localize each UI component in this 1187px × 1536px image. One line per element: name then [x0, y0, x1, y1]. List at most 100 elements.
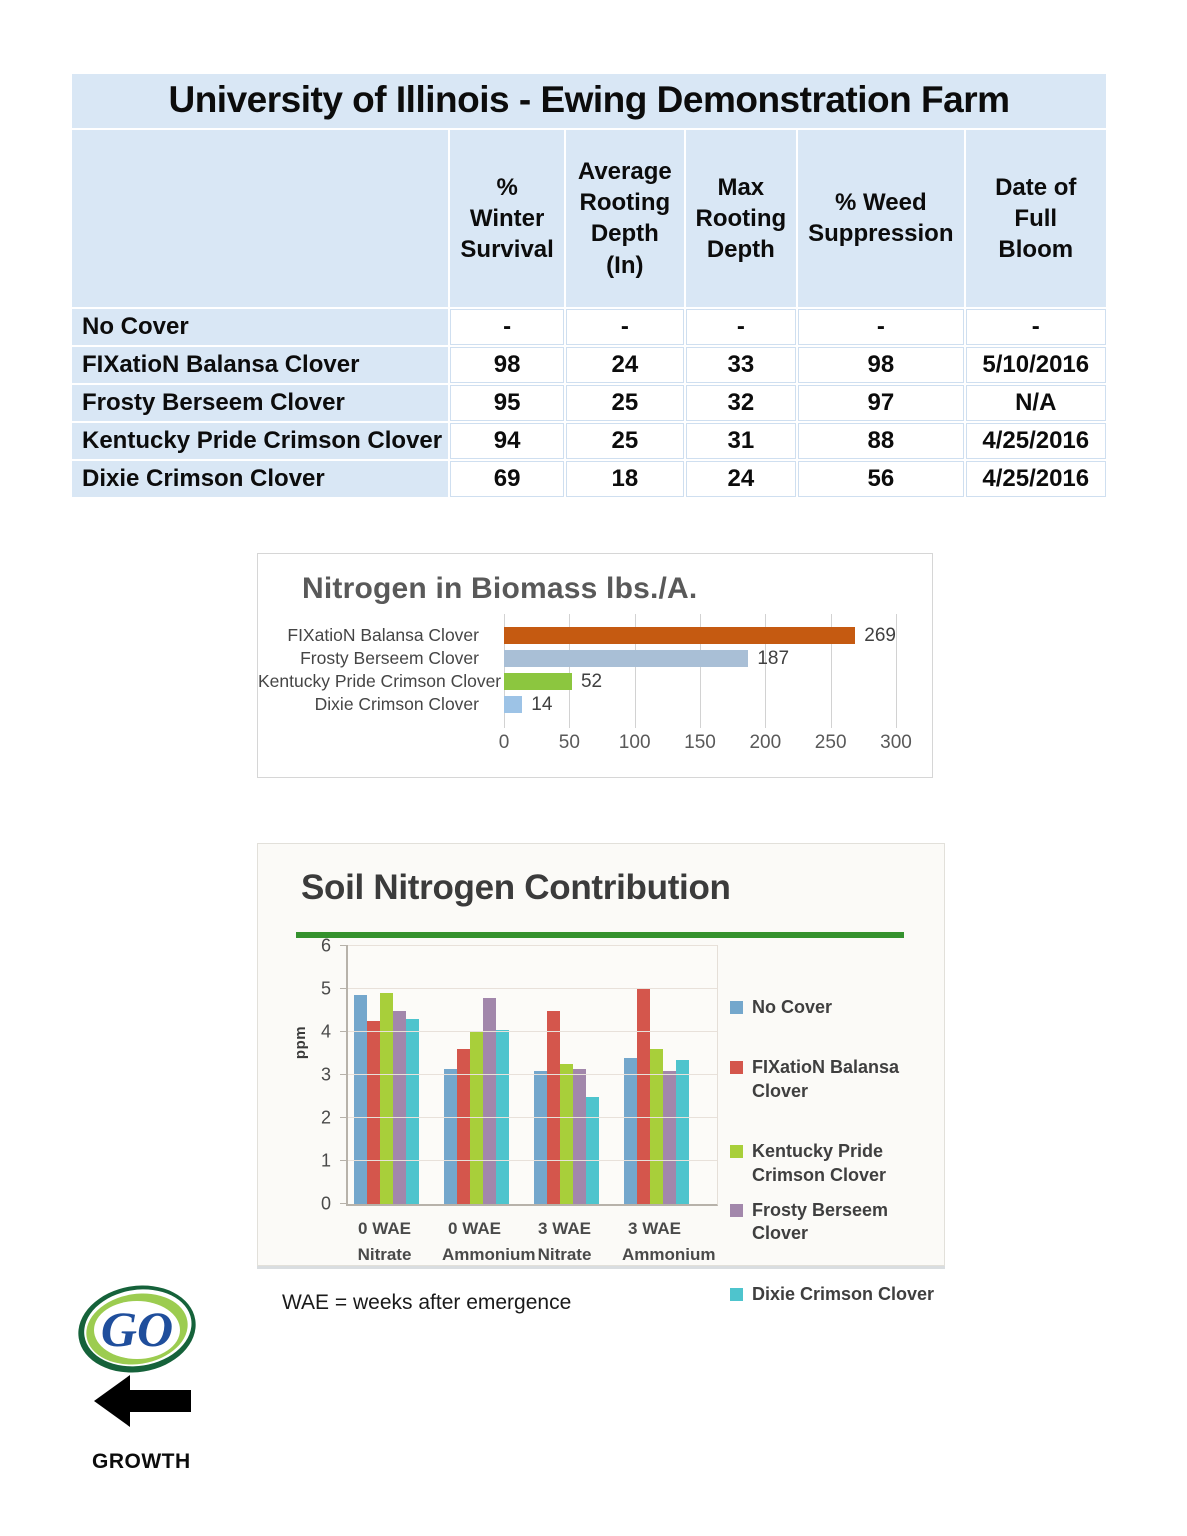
chart-x-axis: 0 50 100 150 200 250 300 — [499, 732, 912, 756]
x-category-label: 3 WAE Ammonium — [622, 1216, 716, 1269]
bar-groups — [348, 946, 717, 1204]
table-cell: 88 — [798, 422, 964, 459]
table-row: FIXatioN Balansa Clover 98 24 33 98 5/10/2016 — [72, 346, 1106, 383]
table-cell: 24 — [685, 460, 797, 497]
gridline — [348, 1160, 717, 1161]
gridline — [700, 614, 701, 728]
legend-swatch — [730, 1203, 743, 1217]
y-tick-mark — [340, 988, 348, 989]
bar — [354, 995, 367, 1204]
legend-item: Dixie Crimson Clover — [730, 1283, 942, 1306]
table-cell: 98 — [798, 346, 964, 383]
x-tick-label: 250 — [814, 732, 847, 753]
table-cell: 5/10/2016 — [965, 346, 1106, 383]
bar-value-label: 269 — [864, 624, 896, 646]
table-row: No Cover - - - - - — [72, 308, 1106, 345]
bar — [406, 1019, 419, 1204]
bar — [650, 1049, 663, 1204]
soil-nitrogen-chart: Soil Nitrogen Contribution ppm 0 1 2 3 4 5 6 0… — [257, 843, 945, 1304]
table-cell: - — [450, 308, 565, 345]
table-cell: N/A — [965, 384, 1106, 421]
table-row: Kentucky Pride Crimson Clover 94 25 31 88 4/2… — [72, 422, 1106, 459]
chart-category-labels: FIXatioN Balansa Clover Frosty Berseem Cl… — [258, 624, 502, 716]
results-table-section: University of Illinois - Ewing Demonstra… — [70, 72, 1108, 499]
bar — [534, 1070, 547, 1204]
bar — [504, 673, 572, 690]
bar-group — [354, 946, 419, 1204]
row-label: No Cover — [72, 308, 449, 345]
row-label: Dixie Crimson Clover — [72, 460, 449, 497]
legend-swatch — [730, 1061, 743, 1075]
nitrogen-biomass-chart: Nitrogen in Biomass lbs./A. FIXatioN Bal… — [257, 553, 933, 778]
table-row: Frosty Berseem Clover 95 25 32 97 N/A — [72, 384, 1106, 421]
table-cell: 24 — [566, 346, 684, 383]
table-cell: 56 — [798, 460, 964, 497]
bar — [586, 1096, 599, 1204]
table-cell: 32 — [685, 384, 797, 421]
bar — [547, 1010, 560, 1204]
column-header: % Winter Survival — [450, 130, 565, 307]
table-cell: - — [566, 308, 684, 345]
bar-value-label: 187 — [757, 647, 790, 669]
row-label: Kentucky Pride Crimson Clover — [72, 422, 449, 459]
legend-label: FIXatioN Balansa Clover — [752, 1057, 900, 1101]
chart-title: Nitrogen in Biomass lbs./A. — [302, 572, 698, 605]
bar — [504, 650, 749, 667]
y-tick-label: 0 — [320, 1193, 331, 1214]
y-tick-mark — [340, 945, 348, 946]
y-tick-label: 4 — [320, 1021, 331, 1042]
gridline — [348, 1074, 717, 1075]
x-tick-label: 0 — [498, 732, 510, 753]
table-row: Dixie Crimson Clover 69 18 24 56 4/25/2016 — [72, 460, 1106, 497]
x-label-line2: Ammonium — [442, 1245, 536, 1265]
y-axis-label: ppm — [292, 1025, 310, 1060]
y-tick-label: 2 — [320, 1107, 331, 1128]
bar — [560, 1064, 573, 1204]
y-tick-label: 3 — [320, 1064, 331, 1085]
legend-label: Kentucky Pride Crimson Clover — [752, 1141, 887, 1185]
bar-value-label: 14 — [531, 693, 553, 715]
x-tick-label: 100 — [618, 732, 651, 753]
bar — [504, 696, 523, 713]
category-label: Kentucky Pride Crimson Clover — [258, 671, 502, 691]
bar — [504, 627, 856, 644]
table-cell: 97 — [798, 384, 964, 421]
legend-label: Dixie Crimson Clover — [752, 1283, 935, 1304]
column-header: Max Rooting Depth — [685, 130, 797, 307]
gridline — [569, 614, 571, 728]
bar — [637, 989, 650, 1204]
bar-row: 269 — [504, 624, 896, 647]
gridline — [348, 1031, 717, 1032]
legend-swatch — [730, 1287, 743, 1301]
table-cell: 25 — [566, 384, 684, 421]
x-label-line2: Ammonium — [622, 1245, 716, 1265]
gridline — [634, 614, 636, 728]
chart-legend: No Cover FIXatioN Balansa Clover Kentucky … — [730, 996, 942, 1343]
bar — [663, 1070, 676, 1204]
bar — [380, 993, 393, 1204]
legend-item: Frosty Berseem Clover — [730, 1199, 942, 1246]
table-cell: 69 — [450, 460, 565, 497]
legend-item: FIXatioN Balansa Clover — [730, 1056, 942, 1103]
table-cell: 31 — [685, 422, 797, 459]
bar-row: 52 — [504, 670, 896, 693]
x-label-line2: Nitrate — [357, 1245, 412, 1265]
bar — [624, 1057, 637, 1204]
gridline — [765, 614, 767, 728]
table-cell: 4/25/2016 — [965, 422, 1106, 459]
legend-label: Frosty Berseem Clover — [752, 1199, 889, 1244]
table-cell: 94 — [450, 422, 565, 459]
column-header: % Weed Suppression — [798, 130, 964, 307]
gridline — [504, 614, 505, 728]
x-tick-label: 200 — [749, 732, 782, 753]
row-label: Frosty Berseem Clover — [72, 384, 449, 421]
bar-group — [534, 946, 599, 1204]
row-label: FIXatioN Balansa Clover — [72, 346, 449, 383]
wae-note: WAE = weeks after emergence — [282, 1291, 572, 1314]
x-label-line1: 3 WAE — [628, 1219, 681, 1238]
growth-arrow-icon — [94, 1375, 191, 1427]
table-cell: 98 — [450, 346, 565, 383]
legend-label: No Cover — [752, 997, 833, 1017]
bar-row: 187 — [504, 647, 896, 670]
